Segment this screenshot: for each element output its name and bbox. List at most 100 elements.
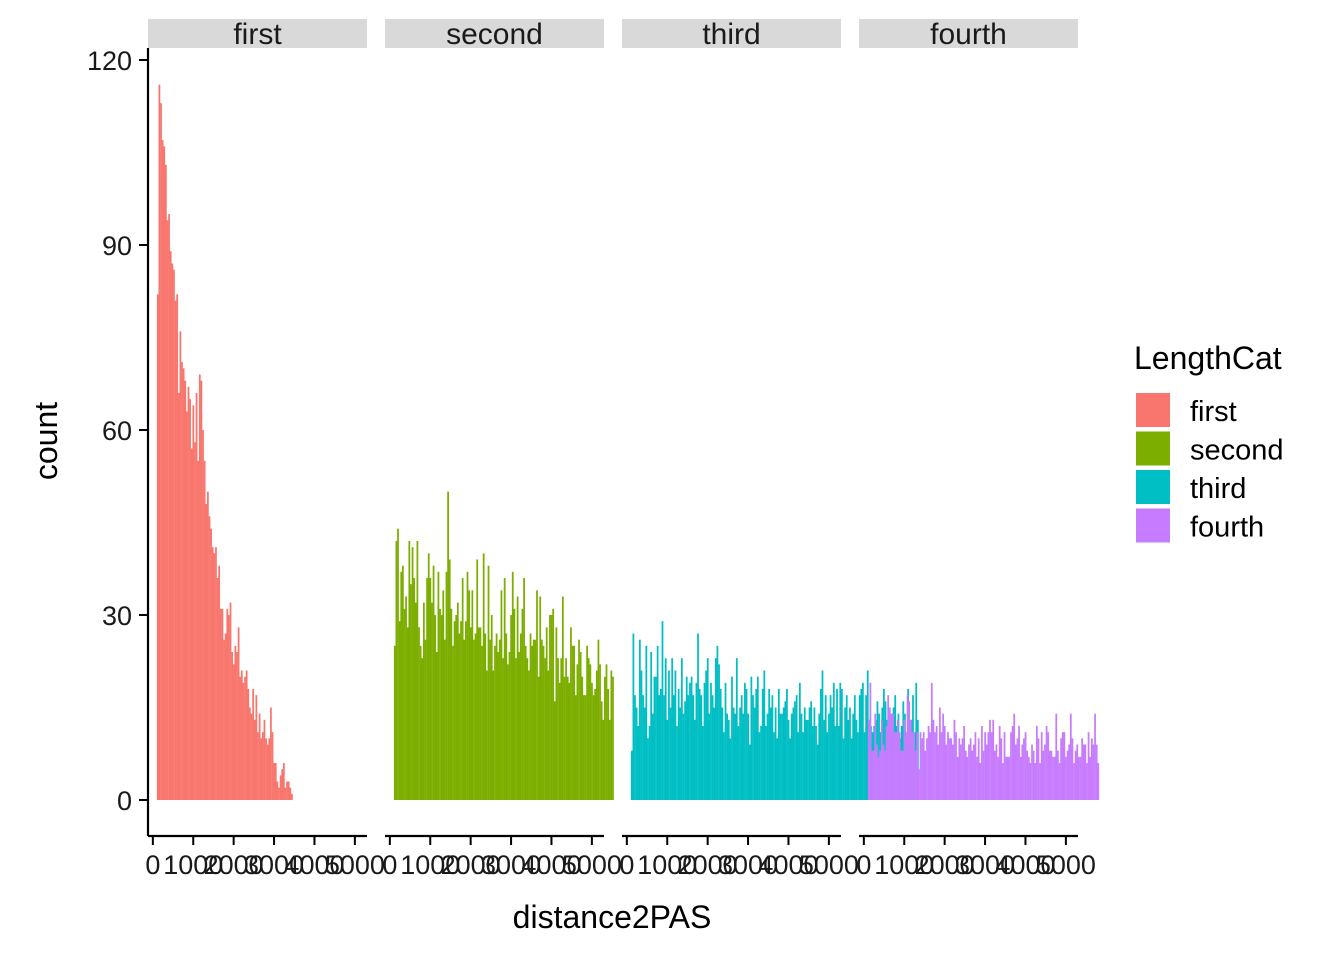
bar — [586, 645, 588, 800]
bar — [795, 695, 798, 800]
bar — [203, 460, 206, 800]
bar — [971, 750, 974, 800]
bar — [571, 645, 574, 800]
bar — [753, 707, 756, 800]
bar — [610, 670, 613, 800]
bar — [630, 750, 633, 800]
bar — [513, 608, 516, 800]
bar — [286, 781, 288, 800]
bar — [1044, 744, 1046, 800]
bar — [239, 676, 242, 800]
bar — [972, 744, 975, 800]
bar — [221, 608, 224, 800]
bar — [1047, 732, 1050, 800]
bar — [595, 670, 598, 800]
bar — [542, 645, 545, 800]
bar — [828, 713, 830, 800]
bar — [253, 719, 256, 800]
bar — [524, 645, 527, 800]
bar — [852, 713, 855, 800]
bar — [424, 639, 427, 800]
bar — [658, 695, 661, 800]
bar — [637, 726, 640, 800]
bar — [1045, 726, 1048, 800]
bar — [531, 645, 534, 800]
bar — [697, 633, 699, 800]
bar — [205, 504, 208, 800]
bar — [486, 670, 488, 800]
bar — [539, 596, 542, 800]
bar — [935, 726, 938, 800]
bar — [769, 707, 772, 800]
facet-strip-label: third — [702, 18, 760, 51]
bar — [687, 695, 690, 800]
bar — [747, 713, 750, 800]
bar — [706, 658, 709, 800]
bar — [219, 608, 222, 800]
bar — [998, 726, 1001, 800]
bar — [489, 639, 492, 800]
bar — [718, 664, 720, 800]
bar — [903, 719, 906, 800]
bar — [447, 491, 449, 800]
bar — [836, 689, 838, 800]
bar — [492, 670, 495, 800]
bar — [250, 713, 253, 800]
bar — [581, 676, 584, 800]
bar — [279, 775, 282, 800]
bar — [466, 571, 469, 800]
bar — [599, 664, 601, 800]
bar — [426, 578, 428, 800]
bar — [807, 719, 809, 800]
bar — [953, 719, 956, 800]
bar — [566, 676, 569, 800]
x-tick-label: 0 — [619, 850, 634, 880]
bar — [908, 701, 911, 800]
bar — [602, 719, 605, 800]
bar — [393, 645, 396, 800]
bar — [1013, 713, 1016, 800]
y-tick-label: 30 — [102, 601, 132, 631]
bar — [668, 670, 670, 800]
bar — [690, 676, 693, 800]
bar — [689, 682, 691, 800]
bar — [515, 658, 517, 800]
bar — [591, 682, 593, 800]
bar — [917, 769, 920, 800]
bar — [884, 750, 886, 800]
bar — [490, 615, 493, 800]
bar — [850, 738, 853, 800]
bar — [818, 713, 821, 800]
bar — [748, 744, 751, 800]
bar — [1056, 750, 1059, 800]
bar — [545, 627, 548, 800]
bar — [552, 608, 555, 800]
bar — [563, 676, 566, 800]
bar — [829, 695, 832, 800]
bar — [195, 393, 198, 800]
bar — [156, 294, 159, 800]
bar — [422, 602, 425, 800]
bar — [528, 670, 530, 800]
bar — [786, 689, 788, 800]
bar — [597, 639, 600, 800]
bar — [414, 602, 417, 800]
bar — [708, 713, 711, 800]
bar — [961, 738, 964, 800]
bar — [744, 682, 746, 800]
bar — [408, 541, 411, 800]
bar — [648, 726, 651, 800]
bar — [169, 251, 172, 801]
y-tick-label: 90 — [102, 231, 132, 261]
bar — [463, 639, 466, 800]
legend: LengthCat first second third fourth — [1134, 340, 1284, 544]
bar — [226, 608, 229, 800]
bar — [400, 571, 403, 800]
bar — [612, 676, 614, 800]
bar — [215, 547, 217, 800]
bar — [431, 602, 433, 800]
bar — [1069, 713, 1072, 800]
bar — [435, 652, 438, 800]
bar — [1023, 738, 1025, 800]
